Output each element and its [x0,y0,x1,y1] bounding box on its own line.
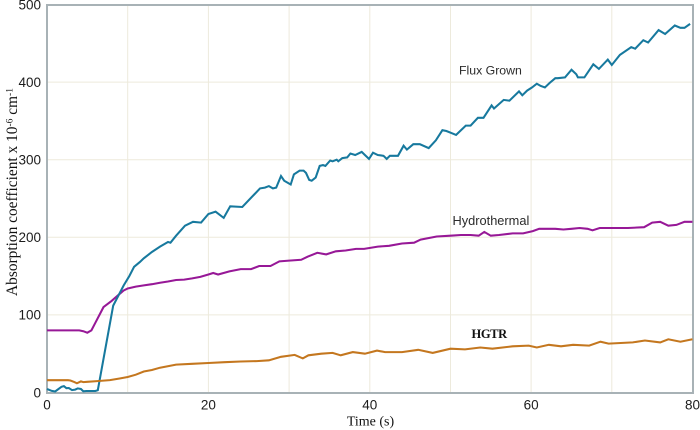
svg-text:Time (s): Time (s) [347,415,395,430]
svg-text:20: 20 [201,398,216,413]
svg-text:80: 80 [685,398,700,413]
svg-text:Flux Grown: Flux Grown [459,64,522,78]
svg-text:100: 100 [18,308,41,323]
svg-text:Hydrothermal: Hydrothermal [453,213,530,228]
svg-text:500: 500 [18,0,41,12]
svg-text:Absorption coefficient x 10-6: Absorption coefficient x 10-6 cm-1 [4,88,21,296]
svg-text:60: 60 [524,398,539,413]
svg-text:200: 200 [18,230,41,245]
svg-text:400: 400 [18,75,41,90]
svg-text:0: 0 [43,398,51,413]
svg-text:0: 0 [33,385,41,400]
svg-text:300: 300 [18,153,41,168]
svg-text:40: 40 [362,398,377,413]
svg-text:HGTR: HGTR [472,327,509,341]
